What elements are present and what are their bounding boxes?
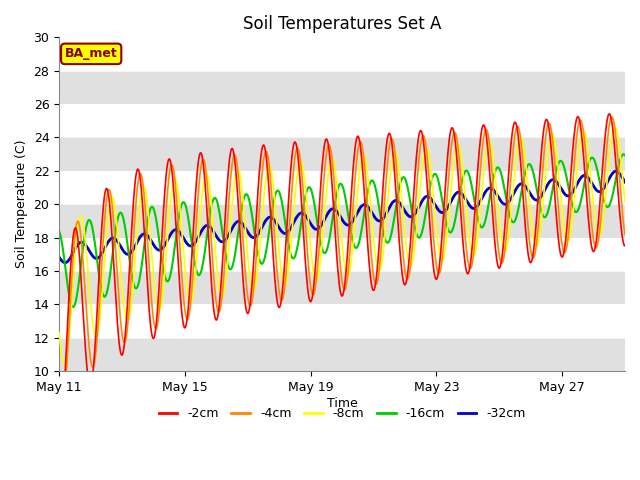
-2cm [76,253,83,259]
-32cm [612,168,620,174]
-16cm [376,213,384,219]
-8cm [55,330,63,336]
Bar [59,204,625,238]
-8cm [513,150,521,156]
Title: Soil Temperatures Set A: Soil Temperatures Set A [243,15,441,33]
-4cm [513,124,521,130]
-8cm [292,184,300,190]
-4cm [55,408,63,414]
X-axis label: Time: Time [326,396,358,409]
-4cm [76,227,84,233]
-16cm [513,213,521,218]
-4cm [376,255,384,261]
-32cm [76,240,84,245]
Line: -32cm: -32cm [59,171,625,263]
Bar [59,338,625,371]
-32cm [292,216,300,221]
Line: -8cm: -8cm [59,127,625,364]
-2cm [261,146,269,152]
Legend: -2cm, -4cm, -8cm, -16cm, -32cm: -2cm, -4cm, -8cm, -16cm, -32cm [154,402,531,425]
-8cm [611,124,619,130]
Bar [59,304,625,338]
-32cm [513,185,521,191]
-32cm [376,218,384,224]
-4cm [608,114,616,120]
-32cm [189,242,196,248]
Line: -2cm: -2cm [59,114,625,446]
-32cm [61,260,69,265]
-16cm [55,228,63,234]
-4cm [292,149,300,155]
-16cm [621,153,629,158]
-2cm [605,111,613,117]
-8cm [262,177,269,182]
-4cm [189,272,196,278]
-16cm [76,269,84,275]
-2cm [55,444,63,449]
-8cm [621,199,629,205]
-16cm [69,304,77,310]
Bar [59,104,625,137]
-16cm [189,249,196,254]
-8cm [189,293,196,299]
Text: BA_met: BA_met [65,48,118,60]
-4cm [262,148,269,154]
-2cm [291,139,299,145]
-8cm [376,266,384,272]
Bar [59,171,625,204]
-16cm [620,152,628,157]
-2cm [376,233,383,239]
-32cm [262,218,269,224]
-2cm [512,121,520,127]
-8cm [76,214,84,220]
Bar [59,271,625,304]
Line: -4cm: -4cm [59,117,625,416]
Bar [59,137,625,171]
-16cm [292,251,300,257]
-8cm [61,361,68,367]
-4cm [57,413,65,419]
Line: -16cm: -16cm [59,155,625,307]
Bar [59,71,625,104]
Bar [59,37,625,71]
-32cm [621,179,629,185]
Y-axis label: Soil Temperature (C): Soil Temperature (C) [15,140,28,268]
-4cm [621,232,629,238]
Bar [59,238,625,271]
-16cm [262,251,269,256]
-2cm [621,243,629,249]
-2cm [188,246,196,252]
-32cm [55,254,63,260]
